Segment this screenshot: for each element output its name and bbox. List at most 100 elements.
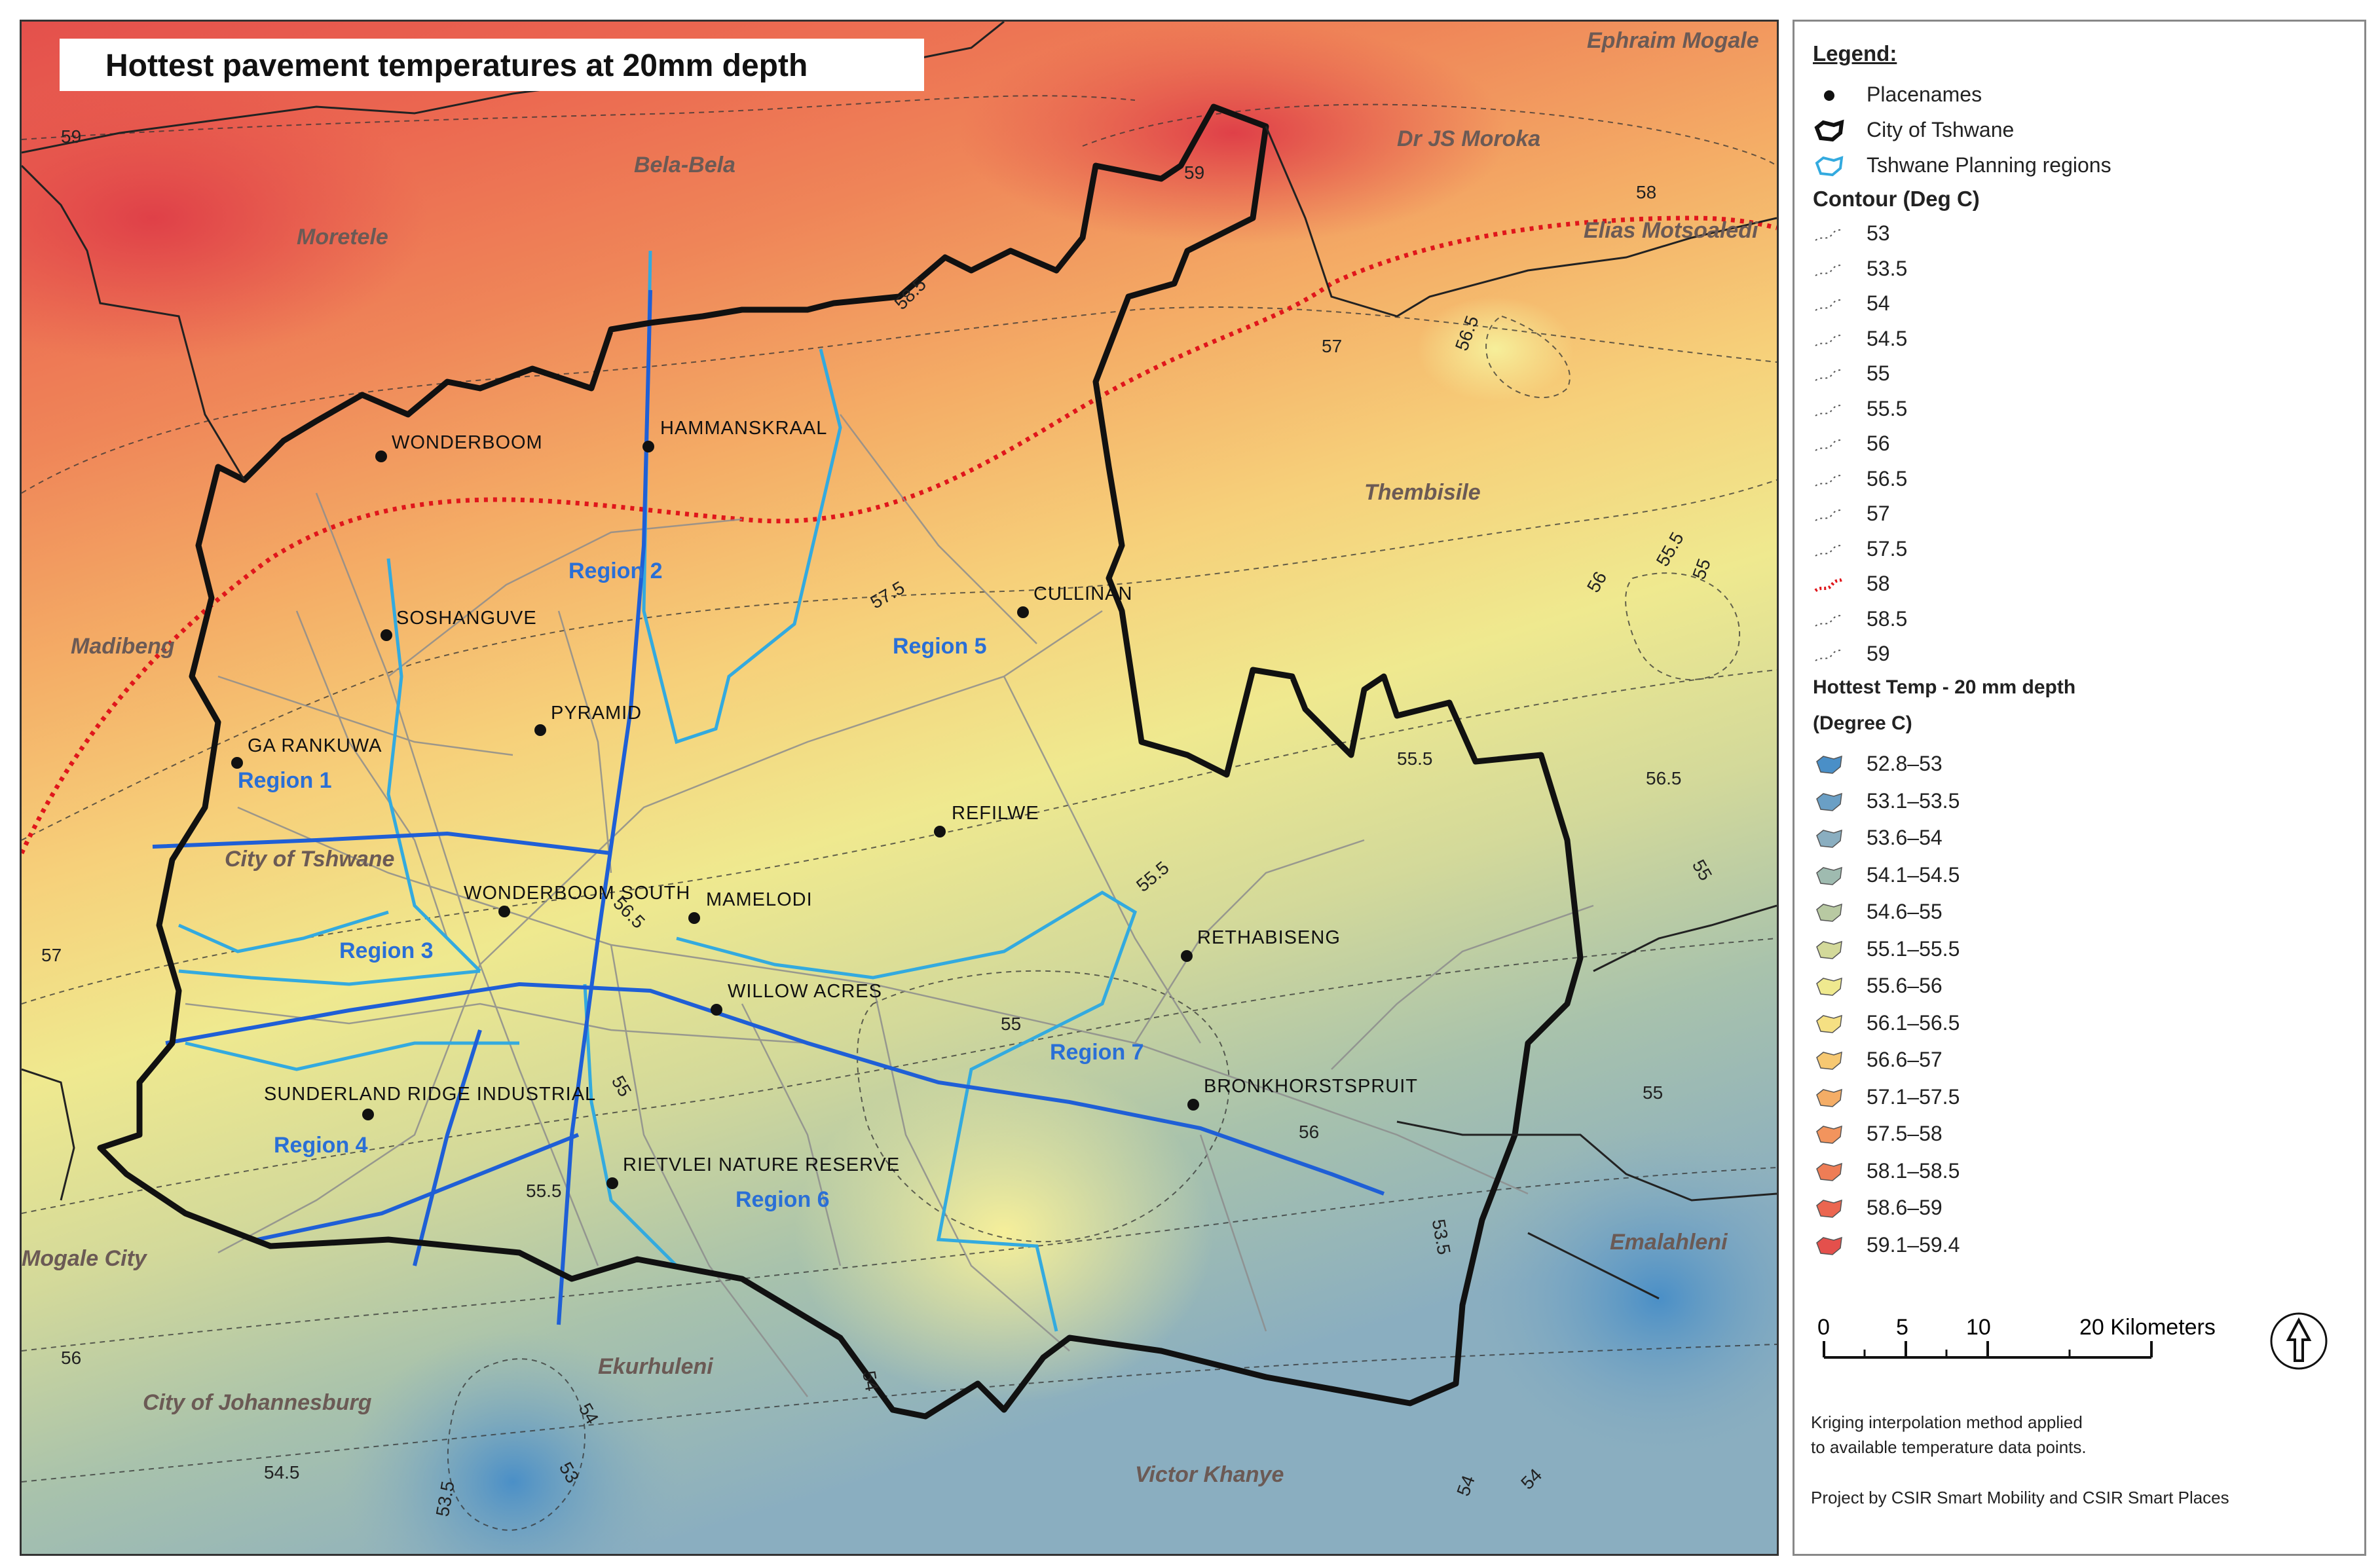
contour-line-icon xyxy=(1815,508,1844,521)
placename-label: WONDERBOOM xyxy=(392,432,543,453)
temperature-class-item: 56.6–57 xyxy=(1794,1044,2358,1078)
scale-tick: 10 xyxy=(1966,1315,1991,1340)
contour-legend-item: 54.5 xyxy=(1794,323,2358,358)
municipality-label: City of Johannesburg xyxy=(143,1390,372,1415)
temperature-class-label: 56.1–56.5 xyxy=(1867,1010,1960,1035)
class-swatch-icon xyxy=(1816,903,1842,922)
placename-dot xyxy=(362,1109,374,1120)
contour-label: 57 xyxy=(41,945,62,965)
temperature-class-label: 55.6–56 xyxy=(1867,974,1943,997)
placename-dot xyxy=(1181,950,1193,962)
contour-legend-item: 56.5 xyxy=(1794,464,2358,498)
contour-line-icon xyxy=(1815,333,1844,346)
temperature-class-item: 53.6–54 xyxy=(1794,822,2358,856)
contour-legend-label: 54.5 xyxy=(1867,326,1908,350)
temperature-class-label: 53.1–53.5 xyxy=(1867,788,1960,813)
placename-label: MAMELODI xyxy=(706,889,813,910)
temperature-class-item: 54.1–54.5 xyxy=(1794,860,2358,894)
placename-dot xyxy=(231,757,243,769)
legend-heading: Legend: xyxy=(1813,41,1897,65)
method-note: Kriging interpolation method applied to … xyxy=(1811,1410,2087,1460)
contour-label: 58 xyxy=(1636,182,1657,202)
temperature-class-item: 52.8–53 xyxy=(1794,748,2358,782)
placename-dot xyxy=(934,826,946,838)
city-of-tshwane-boundary xyxy=(97,103,1584,1420)
contour-legend-item: 59 xyxy=(1794,638,2358,672)
region-label: Region 4 xyxy=(274,1133,368,1158)
contour-line-icon xyxy=(1815,368,1844,381)
contour-heading: Contour (Deg C) xyxy=(1813,187,1980,211)
placename-label: REFILWE xyxy=(952,803,1039,824)
contour-legend-label: 53.5 xyxy=(1867,256,1908,280)
region-label: Region 3 xyxy=(339,938,434,963)
municipal-boundaries xyxy=(22,22,1777,1300)
placename-label: RETHABISENG xyxy=(1197,927,1341,948)
placename-dot-icon xyxy=(1824,90,1834,101)
map-panel[interactable]: Hottest pavement temperatures at 20mm de… xyxy=(20,20,1779,1556)
blue-boundary-icon xyxy=(1815,156,1844,177)
temperature-class-label: 55.1–55.5 xyxy=(1867,936,1960,961)
placename-label: CULLINAN xyxy=(1033,583,1133,604)
contour-label: 55 xyxy=(1001,1014,1022,1034)
temperature-class-item: 58.1–58.5 xyxy=(1794,1156,2358,1190)
temperature-class-item: 57.1–57.5 xyxy=(1794,1082,2358,1116)
class-swatch-icon xyxy=(1816,829,1842,848)
contour-legend-label: 56.5 xyxy=(1867,466,1908,490)
municipality-label: Elias Motsoaledi xyxy=(1584,218,1758,243)
scale-tick: 0 xyxy=(1817,1315,1830,1340)
municipality-label: Ephraim Mogale xyxy=(1587,28,1759,53)
placename-label: SOSHANGUVE xyxy=(396,608,537,629)
contour-line-icon xyxy=(1815,228,1844,241)
contour-label: 57 xyxy=(1322,336,1343,356)
temperature-class-item: 57.5–58 xyxy=(1794,1118,2358,1152)
black-boundary-icon xyxy=(1814,119,1844,142)
contour-label: 54 xyxy=(859,1369,883,1393)
temperature-class-label: 54.6–55 xyxy=(1867,900,1943,923)
placename-dot xyxy=(1187,1099,1199,1111)
placename-dot xyxy=(688,912,700,924)
temperature-class-label: 59.1–59.4 xyxy=(1867,1232,1960,1257)
legend-item: Placenames xyxy=(1794,79,2358,113)
contour-label: 55.5 xyxy=(1397,748,1433,769)
contour-label: 59 xyxy=(1184,162,1205,183)
placename-label: BRONKHORSTSPRUIT xyxy=(1204,1076,1418,1097)
contour-legend-label: 57 xyxy=(1867,502,1890,525)
municipality-label: Bela-Bela xyxy=(634,153,735,177)
temperature-class-label: 57.5–58 xyxy=(1867,1122,1943,1145)
class-swatch-icon xyxy=(1816,1125,1842,1144)
temperature-class-label: 57.1–57.5 xyxy=(1867,1084,1960,1109)
map-title-box: Hottest pavement temperatures at 20mm de… xyxy=(60,39,924,91)
contour-legend-item: 53 xyxy=(1794,218,2358,252)
contour-label: 55 xyxy=(1643,1082,1664,1103)
municipality-label: City of Tshwane xyxy=(225,847,395,872)
placename-dot xyxy=(1017,606,1029,618)
temperature-class-label: 52.8–53 xyxy=(1867,752,1943,775)
map-title: Hottest pavement temperatures at 20mm de… xyxy=(105,48,808,83)
municipality-label: Dr JS Moroka xyxy=(1397,126,1541,151)
contour-legend-item: 55 xyxy=(1794,358,2358,392)
contour-line-icon xyxy=(1815,473,1844,487)
contour-line-icon xyxy=(1815,543,1844,557)
contour-legend-label: 59 xyxy=(1867,642,1890,665)
temperature-class-item: 55.1–55.5 xyxy=(1794,934,2358,968)
major-roads xyxy=(152,289,1385,1325)
legend-item: City of Tshwane xyxy=(1794,115,2358,149)
legend-item-label: City of Tshwane xyxy=(1867,118,2015,141)
temperature-class-label: 58.6–59 xyxy=(1867,1196,1943,1219)
contour-legend-item: 56 xyxy=(1794,428,2358,462)
temperature-class-item: 53.1–53.5 xyxy=(1794,786,2358,820)
contour-legend-item: 55.5 xyxy=(1794,394,2358,428)
placename-label: WONDERBOOM SOUTH xyxy=(464,883,691,904)
north-arrow-icon xyxy=(2270,1312,2328,1370)
placename-label: RIETVLEI NATURE RESERVE xyxy=(623,1154,901,1175)
contour-legend-item: 54 xyxy=(1794,288,2358,322)
contour-label: 59 xyxy=(61,126,82,147)
credit-note: Project by CSIR Smart Mobility and CSIR … xyxy=(1811,1488,2229,1507)
temperature-class-label: 53.6–54 xyxy=(1867,826,1943,849)
hot-zone xyxy=(958,22,1508,244)
road-network xyxy=(185,414,1594,1397)
temperature-class-item: 56.1–56.5 xyxy=(1794,1008,2358,1042)
map-canvas xyxy=(22,22,1777,1554)
contour-label: 54.5 xyxy=(264,1462,300,1482)
contour-legend-item: 58.5 xyxy=(1794,604,2358,638)
